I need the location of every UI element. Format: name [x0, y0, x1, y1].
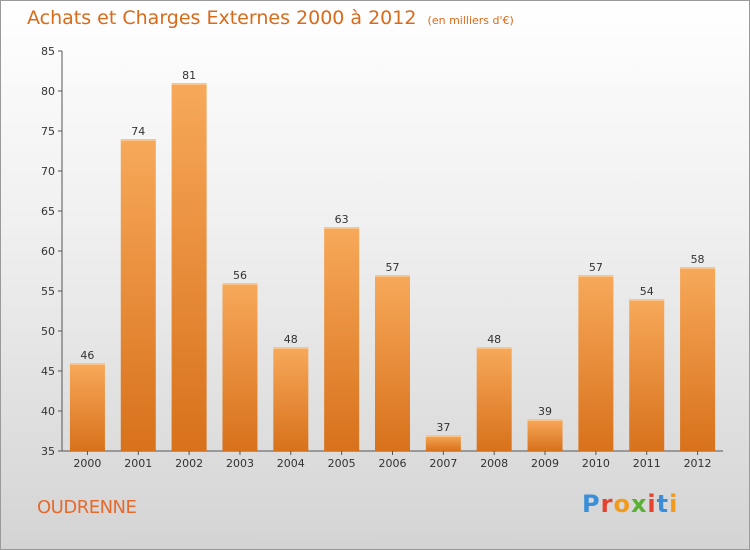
- bar-highlight-2007: [425, 435, 461, 437]
- bar-highlight-2002: [171, 83, 207, 85]
- bar-2007: [425, 435, 461, 451]
- y-tick-label: 80: [41, 85, 55, 98]
- bar-highlight-2005: [324, 227, 360, 229]
- bar-highlight-2006: [375, 275, 410, 277]
- x-tick-label: 2004: [277, 457, 305, 470]
- data-label-2008: 48: [487, 333, 501, 346]
- y-tick-label: 45: [41, 365, 55, 378]
- x-tick-label: 2001: [124, 457, 152, 470]
- y-tick-label: 75: [41, 125, 55, 138]
- chart-subtitle: (en milliers d'€): [427, 14, 514, 27]
- bar-highlight-2011: [629, 299, 665, 301]
- data-label-2012: 58: [691, 253, 705, 266]
- bar-2002: [171, 83, 207, 451]
- bar-highlight-2008: [476, 347, 512, 349]
- bar-2010: [578, 275, 614, 451]
- data-label-2000: 46: [80, 349, 94, 362]
- y-tick-label: 35: [41, 445, 55, 458]
- x-tick-label: 2003: [226, 457, 254, 470]
- x-tick-label: 2002: [175, 457, 203, 470]
- x-tick-label: 2007: [429, 457, 457, 470]
- logo-letter: x: [630, 490, 648, 518]
- bar-2005: [324, 227, 360, 451]
- data-label-2001: 74: [131, 125, 145, 138]
- data-label-2009: 39: [538, 405, 552, 418]
- logo-letter: i: [669, 490, 679, 518]
- x-tick-label: 2010: [582, 457, 610, 470]
- bars: [69, 83, 716, 451]
- y-tick-label: 50: [41, 325, 55, 338]
- bar-highlight-2012: [680, 267, 716, 269]
- logo-letter: P: [582, 490, 601, 518]
- data-labels: 46 74 81 56 48 63 57 37 48 39 57 54 58: [80, 69, 704, 434]
- bar-highlight-2003: [222, 283, 258, 285]
- bar-highlight-2010: [578, 275, 614, 277]
- logo-letter: r: [600, 490, 614, 518]
- bar-highlight-2009: [527, 419, 563, 421]
- bar-highlight-2001: [120, 139, 156, 141]
- x-tick-label: 2000: [73, 457, 101, 470]
- bar-2000: [69, 363, 105, 451]
- y-tick-label: 65: [41, 205, 55, 218]
- y-tick-label: 70: [41, 165, 55, 178]
- data-label-2003: 56: [233, 269, 247, 282]
- chart-title: Achats et Charges Externes 2000 à 2012: [27, 7, 417, 29]
- bar-2006: [375, 275, 410, 451]
- bar-2008: [476, 347, 512, 451]
- x-tick-label: 2006: [379, 457, 407, 470]
- x-tick-label: 2011: [633, 457, 661, 470]
- x-tick-label: 2008: [480, 457, 508, 470]
- data-label-2005: 63: [335, 213, 349, 226]
- bar-highlight-2004: [273, 347, 309, 349]
- x-tick-label: 2005: [328, 457, 356, 470]
- x-tick-label: 2012: [684, 457, 712, 470]
- logo-letter: i: [647, 490, 657, 518]
- data-label-2006: 57: [386, 261, 400, 274]
- proxiti-logo: Proxiti: [582, 490, 678, 518]
- title-row: Achats et Charges Externes 2000 à 2012 (…: [27, 7, 514, 29]
- y-tick-label: 60: [41, 245, 55, 258]
- y-tick-label: 55: [41, 285, 55, 298]
- y-tick-label: 85: [41, 45, 55, 58]
- commune-name: OUDRENNE: [37, 497, 137, 518]
- data-label-2007: 37: [436, 421, 450, 434]
- bar-2011: [629, 299, 665, 451]
- bar-2001: [120, 139, 156, 451]
- x-tick-label: 2009: [531, 457, 559, 470]
- bar-highlight-2000: [69, 363, 105, 365]
- bar-2012: [680, 267, 716, 451]
- data-label-2010: 57: [589, 261, 603, 274]
- bar-2004: [273, 347, 309, 451]
- logo-letter: o: [613, 490, 631, 518]
- y-tick-label: 40: [41, 405, 55, 418]
- bar-2009: [527, 419, 563, 451]
- data-label-2011: 54: [640, 285, 654, 298]
- logo-letter: t: [656, 490, 670, 518]
- data-label-2002: 81: [182, 69, 196, 82]
- data-label-2004: 48: [284, 333, 298, 346]
- bar-2003: [222, 283, 258, 451]
